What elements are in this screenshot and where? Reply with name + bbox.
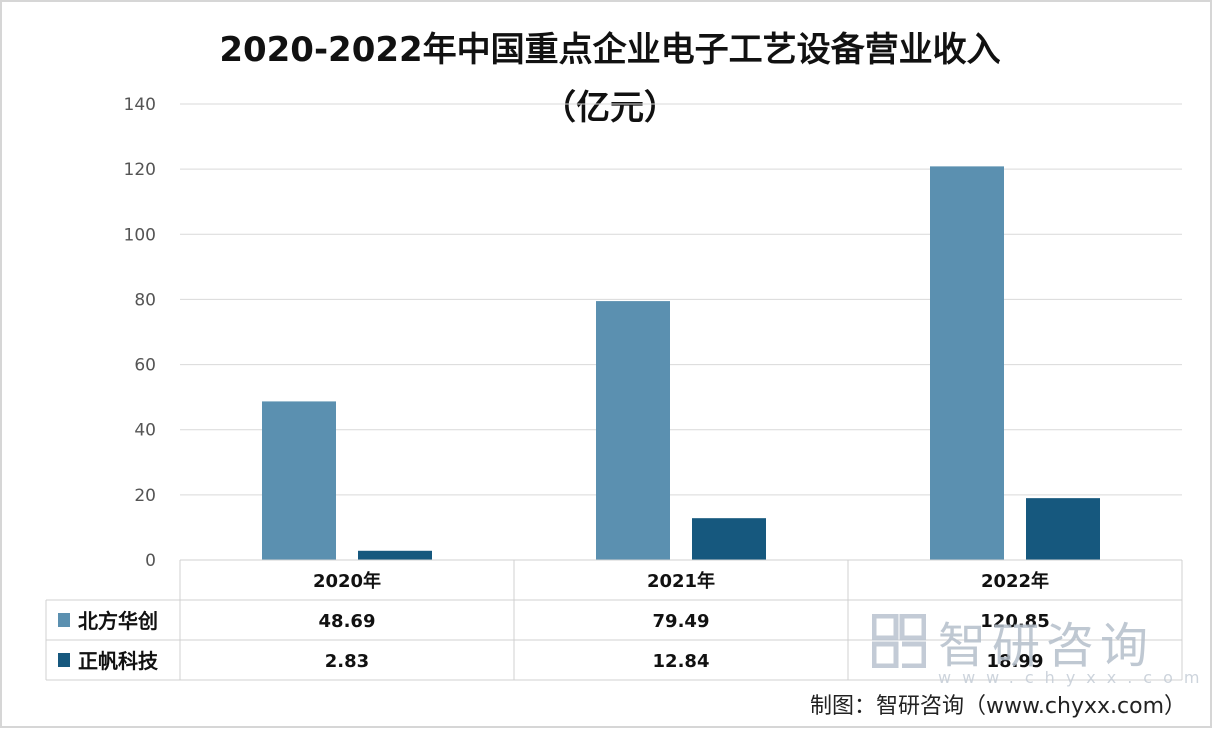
watermark-url: www.chyxx.com	[938, 668, 1211, 687]
y-tick-label: 80	[134, 290, 156, 310]
legend-swatch	[58, 653, 70, 667]
bar	[358, 550, 432, 560]
y-tick-label: 0	[145, 551, 156, 571]
legend-label: 正帆科技	[78, 649, 159, 673]
y-tick-label: 60	[134, 356, 156, 376]
bar	[596, 301, 670, 560]
chart-title-unit: （亿元）	[542, 88, 678, 128]
data-label: 18.99	[987, 651, 1044, 672]
bar	[262, 401, 336, 560]
y-tick-label: 40	[134, 421, 156, 441]
data-label: 2.83	[325, 651, 369, 672]
watermark-logo-icon	[872, 614, 926, 668]
legend-label: 北方华创	[78, 609, 158, 633]
data-label: 12.84	[653, 651, 710, 672]
data-label: 79.49	[653, 611, 710, 632]
bar	[1026, 498, 1100, 560]
x-category-label: 2020年	[313, 570, 381, 592]
x-category-label: 2022年	[981, 570, 1049, 592]
y-tick-label: 20	[134, 486, 156, 506]
y-tick-label: 140	[124, 95, 156, 115]
data-label: 120.85	[980, 611, 1049, 632]
y-tick-label: 100	[124, 225, 156, 245]
legend-swatch	[58, 613, 70, 627]
bar	[930, 166, 1004, 561]
data-label: 48.69	[319, 611, 376, 632]
y-tick-label: 120	[124, 160, 156, 180]
x-category-label: 2021年	[647, 570, 715, 592]
chart-title: 2020-2022年中国重点企业电子工艺设备营业收入	[219, 30, 1001, 70]
watermark-text: 智研咨询	[938, 618, 1155, 674]
source-note: 制图：智研咨询（www.chyxx.com）	[809, 694, 1186, 719]
bar	[692, 518, 766, 560]
